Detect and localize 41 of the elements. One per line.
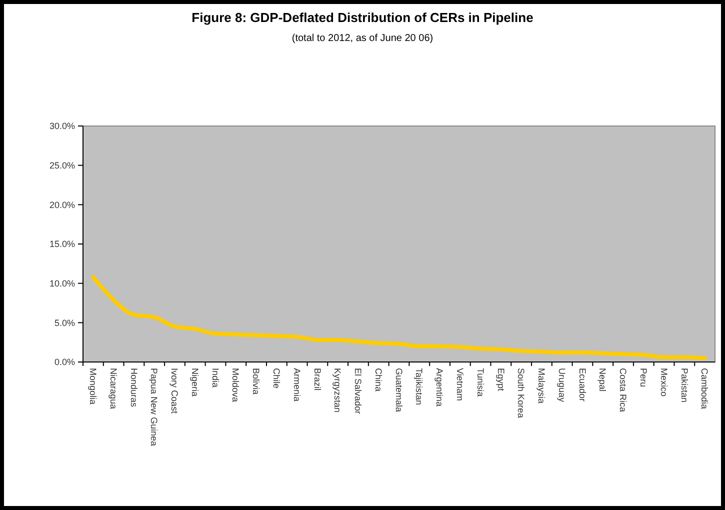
y-tick-label: 20.0% [49, 200, 75, 210]
x-tick-label: Nicaragua [108, 368, 118, 410]
chart-subtitle: (total to 2012, as of June 20 06) [292, 33, 434, 44]
x-tick-label: Moldova [230, 368, 241, 402]
x-tick-label: Tunisia [475, 368, 486, 397]
x-tick-label: Papua New Guinea [149, 368, 160, 446]
x-tick-label: Peru [638, 368, 648, 388]
x-tick-label: Tajikistan [414, 368, 424, 406]
x-tick-label: India [210, 368, 220, 388]
x-tick-label: Honduras [128, 368, 139, 408]
x-tick-label: Cambodia [700, 368, 710, 410]
x-tick-label: Armenia [292, 368, 302, 402]
x-tick-label: Bolivia [251, 368, 262, 395]
x-tick-label: Argentina [434, 368, 445, 407]
x-tick-label: Vietnam [455, 368, 466, 401]
line-series [91, 275, 707, 360]
x-tick-label: South Korea [516, 368, 526, 418]
x-tick-label: Egypt [496, 368, 506, 392]
chart-title: Figure 8: GDP-Deflated Distribution of CERs in Pipeline [192, 10, 534, 25]
x-tick-label: Costa Rica [618, 368, 628, 412]
x-tick-label: Kyrgyzstan [332, 368, 343, 413]
x-tick-label: Nepal [598, 368, 608, 392]
x-tick-label: Guatemala [394, 368, 404, 412]
y-tick-label: 5.0% [54, 318, 75, 328]
x-tick-label: Ivory Coast [170, 368, 180, 414]
x-tick-label: Nigeria [190, 368, 200, 397]
y-tick-label: 10.0% [49, 278, 75, 288]
x-tick-label: El Salvador [353, 368, 364, 414]
x-tick-label: Malaysia [536, 368, 547, 404]
y-tick-label: 25.0% [49, 160, 75, 170]
x-tick-label: Pakistan [679, 368, 690, 403]
x-tick-label: China [373, 368, 384, 392]
x-tick-label: Ecuador [577, 368, 588, 402]
y-tick-label: 0.0% [54, 357, 75, 368]
x-tick-label: Mexico [658, 368, 669, 397]
y-tick-label: 30.0% [49, 121, 75, 132]
y-tick-label: 15.0% [49, 239, 75, 250]
x-tick-label: Mongolia [88, 368, 98, 405]
x-tick-label: Brazil [312, 368, 322, 391]
x-tick-label: Chile [272, 368, 282, 389]
x-tick-label: Uruguay [556, 368, 567, 403]
